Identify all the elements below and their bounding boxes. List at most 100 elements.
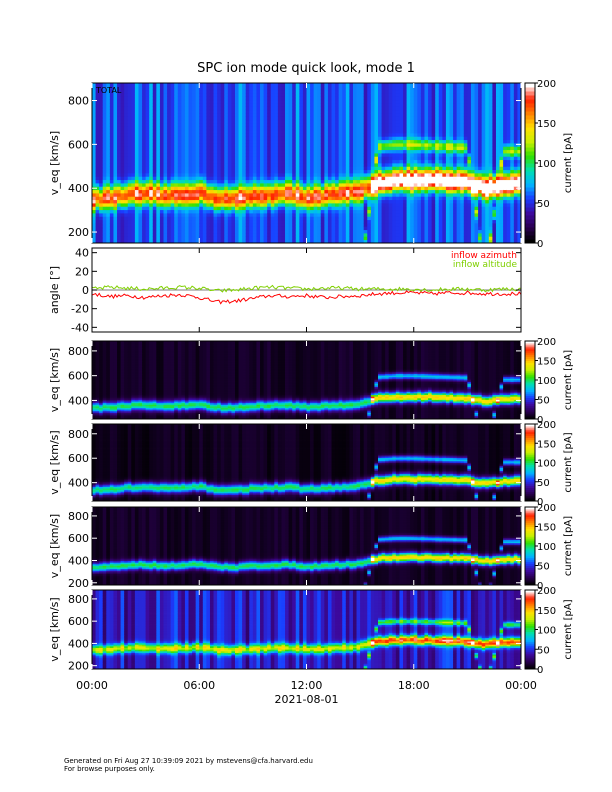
heatmap-cell	[285, 170, 289, 174]
heatmap-cell	[246, 200, 250, 204]
heatmap-cell	[339, 113, 343, 117]
heatmap-cell	[203, 136, 207, 140]
heatmap-cell	[439, 190, 443, 194]
heatmap-cell	[281, 103, 285, 107]
heatmap-cell	[235, 116, 239, 120]
heatmap-cell	[99, 230, 103, 234]
heatmap-cell	[289, 220, 293, 224]
heatmap-cell	[192, 180, 196, 184]
heatmap-cell	[260, 103, 264, 107]
heatmap-cell	[292, 163, 296, 167]
heatmap-cell	[328, 216, 332, 220]
heatmap-cell	[110, 183, 114, 187]
heatmap-cell	[171, 186, 175, 190]
heatmap-cell	[339, 163, 343, 167]
heatmap-cell	[432, 106, 436, 110]
heatmap-cell	[346, 146, 350, 150]
heatmap-cell	[278, 236, 282, 240]
heatmap-cell	[321, 230, 325, 234]
heatmap-cell	[374, 166, 378, 170]
heatmap-cell	[424, 133, 428, 137]
heatmap-cell	[417, 176, 421, 180]
heatmap-cell	[214, 110, 218, 114]
heatmap-cell	[271, 226, 275, 230]
heatmap-cell	[428, 126, 432, 130]
heatmap-cell	[346, 233, 350, 237]
heatmap-cell	[417, 166, 421, 170]
heatmap-cell	[121, 213, 125, 217]
heatmap-cell	[292, 186, 296, 190]
heatmap-cell	[324, 160, 328, 164]
heatmap-cell	[221, 206, 225, 210]
heatmap-cell	[103, 126, 107, 130]
heatmap-cell	[335, 153, 339, 157]
heatmap-cell	[199, 106, 203, 110]
heatmap-cell	[228, 86, 232, 90]
heatmap-cell	[396, 90, 400, 94]
heatmap-cell	[428, 116, 432, 120]
heatmap-cell	[271, 116, 275, 120]
heatmap-cell	[271, 170, 275, 174]
heatmap-cell	[435, 126, 439, 130]
heatmap-cell	[228, 180, 232, 184]
heatmap-cell	[153, 190, 157, 194]
heatmap-cell	[192, 210, 196, 214]
heatmap-cell	[374, 193, 378, 197]
heatmap-cell	[153, 130, 157, 134]
heatmap-cell	[199, 123, 203, 127]
heatmap-cell	[106, 133, 110, 137]
heatmap-cell	[317, 226, 321, 230]
heatmap-cell	[424, 116, 428, 120]
heatmap-cell	[360, 93, 364, 97]
heatmap-cell	[192, 120, 196, 124]
heatmap-cell	[189, 236, 193, 240]
heatmap-cell	[403, 126, 407, 130]
heatmap-cell	[435, 220, 439, 224]
heatmap-cell	[267, 230, 271, 234]
heatmap-cell	[256, 203, 260, 207]
heatmap-cell	[231, 133, 235, 137]
heatmap-cell	[396, 206, 400, 210]
heatmap-cell	[178, 146, 182, 150]
heatmap-cell	[156, 193, 160, 197]
heatmap-cell	[303, 90, 307, 94]
heatmap-cell	[138, 126, 142, 130]
heatmap-cell	[371, 143, 375, 147]
heatmap-cell	[178, 173, 182, 177]
heatmap-cell	[407, 116, 411, 120]
heatmap-cell	[421, 96, 425, 100]
heatmap-cell	[189, 193, 193, 197]
heatmap-cell	[106, 130, 110, 134]
heatmap-cell	[281, 203, 285, 207]
heatmap-cell	[231, 176, 235, 180]
heatmap-cell	[149, 93, 153, 97]
heatmap-cell	[314, 160, 318, 164]
heatmap-cell	[271, 83, 275, 87]
heatmap-cell	[385, 203, 389, 207]
heatmap-cell	[249, 136, 253, 140]
heatmap-cell	[303, 153, 307, 157]
heatmap-cell	[396, 236, 400, 240]
heatmap-cell	[353, 123, 357, 127]
heatmap-cell	[131, 136, 135, 140]
heatmap-cell	[342, 140, 346, 144]
heatmap-cell	[185, 93, 189, 97]
heatmap-cell	[314, 193, 318, 197]
heatmap-cell	[321, 156, 325, 160]
heatmap-cell	[349, 183, 353, 187]
heatmap-cell	[196, 150, 200, 154]
heatmap-cell	[253, 156, 257, 160]
heatmap-cell	[103, 113, 107, 117]
heatmap-cell	[357, 103, 361, 107]
heatmap-cell	[192, 86, 196, 90]
heatmap-cell	[203, 126, 207, 130]
heatmap-cell	[224, 96, 228, 100]
heatmap-cell	[214, 156, 218, 160]
heatmap-cell	[235, 163, 239, 167]
heatmap-cell	[274, 210, 278, 214]
heatmap-cell	[164, 210, 168, 214]
heatmap-cell	[428, 180, 432, 184]
heatmap-cell	[285, 146, 289, 150]
heatmap-cell	[310, 210, 314, 214]
heatmap-cell	[310, 170, 314, 174]
